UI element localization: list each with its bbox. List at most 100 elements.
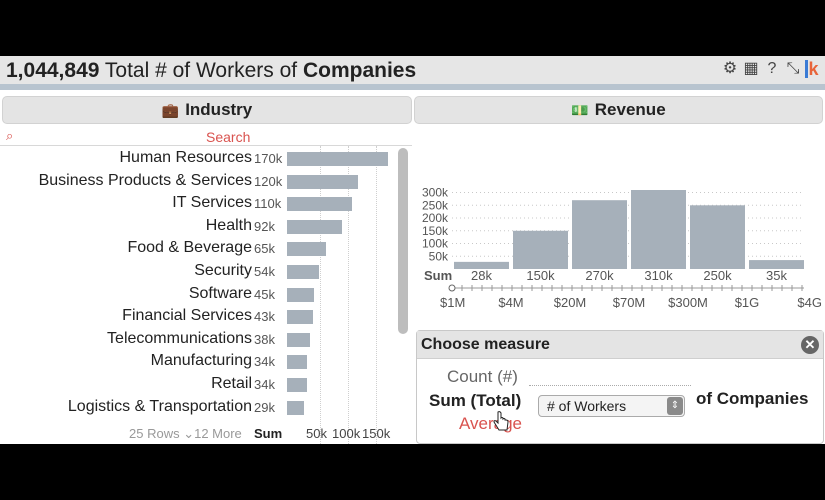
industry-value: 34k: [254, 354, 275, 370]
industry-list: Human Resources 170k Business Products & S…: [0, 148, 400, 419]
bar-value-label: 150k: [526, 268, 555, 283]
dialog-header: Choose measure ✕: [417, 331, 823, 359]
industry-label: Financial Services: [122, 307, 252, 325]
list-item[interactable]: IT Services 110k: [0, 193, 400, 216]
y-tick-label: 250k: [422, 198, 449, 212]
list-item[interactable]: Financial Services 43k: [0, 306, 400, 329]
total-value: 1,044,849: [6, 59, 100, 82]
industry-bar[interactable]: [287, 219, 342, 234]
industry-label: Human Resources: [119, 149, 253, 166]
industry-bar[interactable]: [287, 377, 308, 392]
industry-bar[interactable]: [287, 332, 310, 347]
brand-logo[interactable]: k: [805, 60, 819, 78]
revenue-chart: 50k 100k 150k 200k 250k 300k 28k 150k 270k 310k 25…: [414, 128, 825, 328]
industry-title: Industry: [185, 100, 253, 119]
expand-icon[interactable]: ⤡: [786, 60, 800, 77]
industry-bar[interactable]: [287, 242, 326, 257]
industry-bar[interactable]: [287, 355, 308, 370]
industry-value: 65k: [254, 241, 275, 257]
x-tick-label: $70M: [613, 295, 646, 310]
option-count[interactable]: Count (#): [447, 367, 518, 386]
y-tick-label: 300k: [422, 186, 449, 200]
chart-bar[interactable]: [631, 190, 686, 269]
list-item[interactable]: Human Resources 170k: [0, 148, 400, 171]
list-item[interactable]: Software 45k: [0, 284, 400, 307]
choose-measure-dialog: Choose measure ✕ Count (#) Sum (Total) #…: [416, 330, 824, 444]
industry-bar[interactable]: [287, 310, 313, 325]
header-divider: [0, 84, 825, 90]
summary-title: 1,044,849 Total # of Workers of Companie…: [6, 59, 416, 83]
x-tick-label: $1M: [440, 295, 465, 310]
search-input[interactable]: Search: [206, 129, 251, 145]
x-tick-label: $4G: [797, 295, 822, 310]
grid-line: [320, 146, 321, 444]
axis-tick: 50k: [306, 426, 327, 441]
range-handle: [448, 284, 456, 292]
revenue-title: Revenue: [594, 100, 666, 119]
industry-label: Retail: [211, 374, 252, 392]
bar-value-label: 270k: [585, 268, 614, 283]
industry-value: 120k: [254, 173, 283, 189]
list-item[interactable]: Telecommunications 38k: [0, 329, 400, 352]
industry-bar[interactable]: [287, 197, 353, 212]
industry-label: Logistics & Transportation: [67, 397, 252, 415]
chart-bar[interactable]: [690, 205, 745, 269]
industry-value: 170k: [254, 151, 283, 166]
industry-bar[interactable]: [287, 264, 320, 279]
x-tick-label: $20M: [554, 295, 587, 310]
list-item[interactable]: Health 92k: [0, 216, 400, 239]
chart-bar[interactable]: [513, 230, 568, 269]
x-tick-label: $300M: [668, 295, 708, 310]
bar-value-label: 310k: [644, 268, 673, 283]
industry-search[interactable]: ⌕ Search: [0, 128, 412, 146]
axis-tick: 150k: [362, 426, 391, 441]
industry-value: 34k: [254, 376, 275, 392]
industry-bar[interactable]: [287, 287, 314, 302]
dialog-title: Choose measure: [421, 336, 550, 353]
industry-label: Health: [205, 216, 252, 234]
x-tick-label: $4M: [498, 295, 523, 310]
help-icon[interactable]: ?: [767, 60, 777, 77]
industry-bar[interactable]: [287, 400, 305, 415]
table-icon[interactable]: ▦: [743, 60, 759, 77]
toolbar: ⚙ ▦ ? ⤡ k: [721, 60, 819, 78]
close-icon[interactable]: ✕: [801, 336, 819, 354]
list-item[interactable]: Business Products & Services 120k: [0, 171, 400, 194]
search-icon: ⌕: [6, 128, 14, 143]
industry-value: 29k: [254, 399, 275, 415]
industry-label: Security: [194, 261, 252, 279]
briefcase-icon: 💼: [161, 101, 180, 118]
industry-panel-header[interactable]: 💼 Industry: [2, 96, 412, 124]
industry-bar[interactable]: [287, 152, 388, 166]
field-select-value: # of Workers: [547, 398, 627, 414]
entity-name[interactable]: Companies: [302, 59, 417, 82]
sum-label[interactable]: Sum: [254, 426, 283, 441]
y-tick-label: 50k: [429, 249, 449, 263]
chart-bar[interactable]: [454, 261, 509, 269]
revenue-panel-header[interactable]: 💵 Revenue: [414, 96, 823, 124]
y-tick-label: 100k: [422, 237, 449, 251]
hand-cursor-icon: [493, 411, 509, 431]
field-select[interactable]: # of Workers ⇕: [538, 395, 685, 417]
list-item[interactable]: Manufacturing 34k: [0, 351, 400, 374]
option-sum[interactable]: Sum (Total): [429, 391, 522, 410]
industry-value: 54k: [254, 263, 275, 279]
list-item[interactable]: Logistics & Transportation 29k: [0, 397, 400, 420]
industry-label: Telecommunications: [107, 329, 252, 347]
total-label: Total # of Workers of: [104, 59, 298, 82]
list-item[interactable]: Food & Beverage 65k: [0, 238, 400, 261]
list-item[interactable]: Security 54k: [0, 261, 400, 284]
chart-bar[interactable]: [572, 200, 627, 269]
industry-scrollbar[interactable]: [398, 148, 408, 334]
list-item[interactable]: Retail 34k: [0, 374, 400, 397]
option-average[interactable]: Average: [459, 414, 523, 433]
entity-suffix: of Companies: [696, 389, 809, 408]
industry-label: IT Services: [172, 194, 252, 212]
gear-icon[interactable]: ⚙: [722, 60, 738, 77]
y-tick-label: 200k: [422, 211, 449, 225]
rows-info[interactable]: 25 Rows ⌄12 More: [129, 426, 242, 441]
chart-bar[interactable]: [749, 260, 804, 269]
industry-bar[interactable]: [287, 174, 359, 189]
bar-value-label: 35k: [766, 268, 787, 283]
